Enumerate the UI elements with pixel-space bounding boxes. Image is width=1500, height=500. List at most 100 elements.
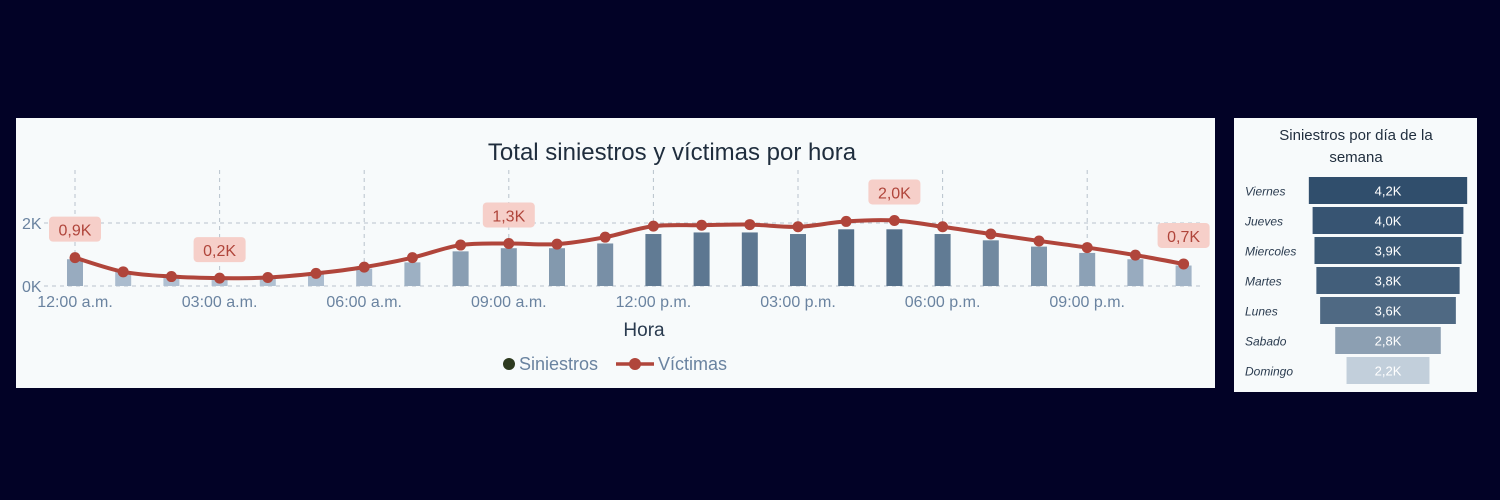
day-value-label: 3,8K bbox=[1375, 274, 1402, 289]
siniestros-bar bbox=[1079, 252, 1096, 286]
siniestros-bar bbox=[452, 251, 469, 286]
day-bar bbox=[1346, 357, 1430, 384]
victimas-point bbox=[744, 219, 756, 231]
siniestros-bar bbox=[404, 262, 421, 286]
day-value-label: 2,8K bbox=[1375, 334, 1402, 349]
day-bar bbox=[1335, 327, 1441, 354]
day-value-label: 3,6K bbox=[1375, 304, 1402, 319]
victimas-point bbox=[599, 231, 611, 243]
hourly-data-labels: 0,9K 0,2K 1,3K 2,0K 0,7K bbox=[49, 179, 1210, 263]
victimas-point bbox=[1129, 249, 1141, 261]
victimas-point bbox=[1081, 242, 1093, 254]
siniestros-bar bbox=[645, 234, 662, 286]
siniestros-bar bbox=[838, 229, 855, 286]
x-axis-title: Hora bbox=[623, 320, 665, 341]
day-value-label: 2,2K bbox=[1375, 364, 1402, 379]
x-tick-label: 09:00 a.m. bbox=[471, 294, 547, 311]
x-tick-label: 09:00 p.m. bbox=[1049, 294, 1125, 311]
day-bar bbox=[1314, 237, 1462, 264]
victimas-point bbox=[69, 252, 81, 264]
day-category-label: Domingo bbox=[1245, 365, 1293, 379]
siniestros-bar bbox=[1127, 259, 1144, 286]
victimas-point bbox=[165, 271, 177, 283]
data-label-bg bbox=[49, 216, 101, 242]
legend-victimas-label: Víctimas bbox=[658, 354, 727, 374]
siniestros-bar bbox=[356, 268, 373, 286]
victimas-point bbox=[888, 214, 900, 226]
data-label: 2,0K bbox=[878, 185, 911, 202]
day-category-label: Lunes bbox=[1245, 305, 1278, 319]
legend: Siniestros Víctimas bbox=[503, 354, 727, 374]
siniestros-bar bbox=[693, 232, 710, 286]
hourly-chart-title: Total siniestros y víctimas por hora bbox=[488, 139, 857, 166]
data-label: 0,9K bbox=[59, 223, 92, 240]
victimas-point bbox=[551, 238, 563, 250]
siniestros-bar bbox=[67, 259, 83, 286]
x-tick-label: 12:00 a.m. bbox=[37, 294, 113, 311]
hourly-line bbox=[69, 214, 1190, 284]
victimas-point bbox=[503, 237, 515, 249]
day-of-week-chart: Siniestros por día de la semana Viernes 4… bbox=[1244, 127, 1468, 384]
y-tick-label: 0K bbox=[22, 279, 42, 296]
day-category-label: Viernes bbox=[1245, 185, 1285, 199]
siniestros-bar bbox=[982, 240, 999, 286]
day-category-label: Martes bbox=[1245, 275, 1282, 289]
y-tick-label: 2K bbox=[22, 216, 42, 233]
victimas-point bbox=[117, 266, 129, 278]
data-label: 1,3K bbox=[492, 208, 525, 225]
day-value-label: 3,9K bbox=[1375, 244, 1402, 259]
day-chart-title-line1: Siniestros por día de la bbox=[1279, 127, 1433, 144]
siniestros-bar bbox=[549, 248, 565, 286]
siniestros-bar bbox=[934, 234, 951, 286]
victimas-point bbox=[358, 261, 370, 273]
data-label-bg bbox=[193, 237, 246, 263]
day-category-label: Miercoles bbox=[1245, 245, 1296, 259]
hourly-chart-panel: Total siniestros y víctimas por hora 0,9… bbox=[16, 118, 1215, 388]
victimas-point bbox=[840, 215, 852, 227]
day-bar bbox=[1312, 207, 1464, 234]
day-value-label: 4,0K bbox=[1375, 214, 1402, 229]
day-category-label: Sabado bbox=[1245, 335, 1287, 349]
day-of-week-chart-panel: Siniestros por día de la semana Viernes 4… bbox=[1234, 118, 1477, 392]
legend-siniestros-marker bbox=[503, 358, 515, 370]
x-tick-label: 12:00 p.m. bbox=[616, 294, 692, 311]
day-bar bbox=[1316, 267, 1460, 294]
victimas-point bbox=[937, 221, 949, 233]
hourly-tick-labels: 0K 2K 12:00 a.m. 03:00 a.m. 06:00 a.m. 09:00 … bbox=[22, 216, 1125, 311]
siniestros-bar bbox=[1175, 265, 1192, 286]
data-label: 0,2K bbox=[203, 243, 236, 260]
day-bars: Viernes 4,2K Jueves 4,0K Miercoles 3,9K Martes… bbox=[1244, 177, 1468, 384]
x-tick-label: 06:00 p.m. bbox=[905, 294, 981, 311]
data-label-bg bbox=[482, 202, 535, 228]
x-tick-label: 03:00 p.m. bbox=[760, 294, 836, 311]
siniestros-bar bbox=[500, 248, 517, 286]
victimas-point bbox=[262, 271, 274, 283]
x-tick-label: 03:00 a.m. bbox=[182, 294, 258, 311]
victimas-point bbox=[1178, 258, 1190, 270]
x-tick-label: 06:00 a.m. bbox=[326, 294, 402, 311]
victimas-point bbox=[406, 252, 418, 264]
siniestros-bar bbox=[741, 232, 758, 286]
hourly-chart: Total siniestros y víctimas por hora 0,9… bbox=[22, 139, 1210, 374]
hourly-gridlines bbox=[44, 170, 1201, 287]
data-label-bg bbox=[1157, 222, 1210, 248]
day-bar bbox=[1308, 177, 1468, 204]
siniestros-bar bbox=[790, 234, 806, 286]
victimas-point bbox=[696, 219, 708, 231]
day-chart-title-line2: semana bbox=[1329, 149, 1383, 166]
day-category-label: Jueves bbox=[1244, 215, 1283, 229]
siniestros-bar bbox=[886, 229, 903, 286]
siniestros-bar bbox=[1031, 246, 1047, 286]
siniestros-bar bbox=[597, 243, 614, 286]
victimas-point bbox=[310, 267, 322, 279]
legend-victimas-marker bbox=[629, 358, 641, 370]
victimas-point bbox=[455, 239, 467, 251]
victimas-point bbox=[985, 228, 997, 240]
legend-siniestros-label: Siniestros bbox=[519, 354, 598, 374]
victimas-point bbox=[214, 272, 226, 284]
data-label-bg bbox=[868, 179, 921, 205]
victimas-point bbox=[792, 221, 804, 233]
day-bar bbox=[1320, 297, 1456, 324]
day-value-label: 4,2K bbox=[1375, 184, 1402, 199]
victimas-point bbox=[1033, 235, 1045, 247]
